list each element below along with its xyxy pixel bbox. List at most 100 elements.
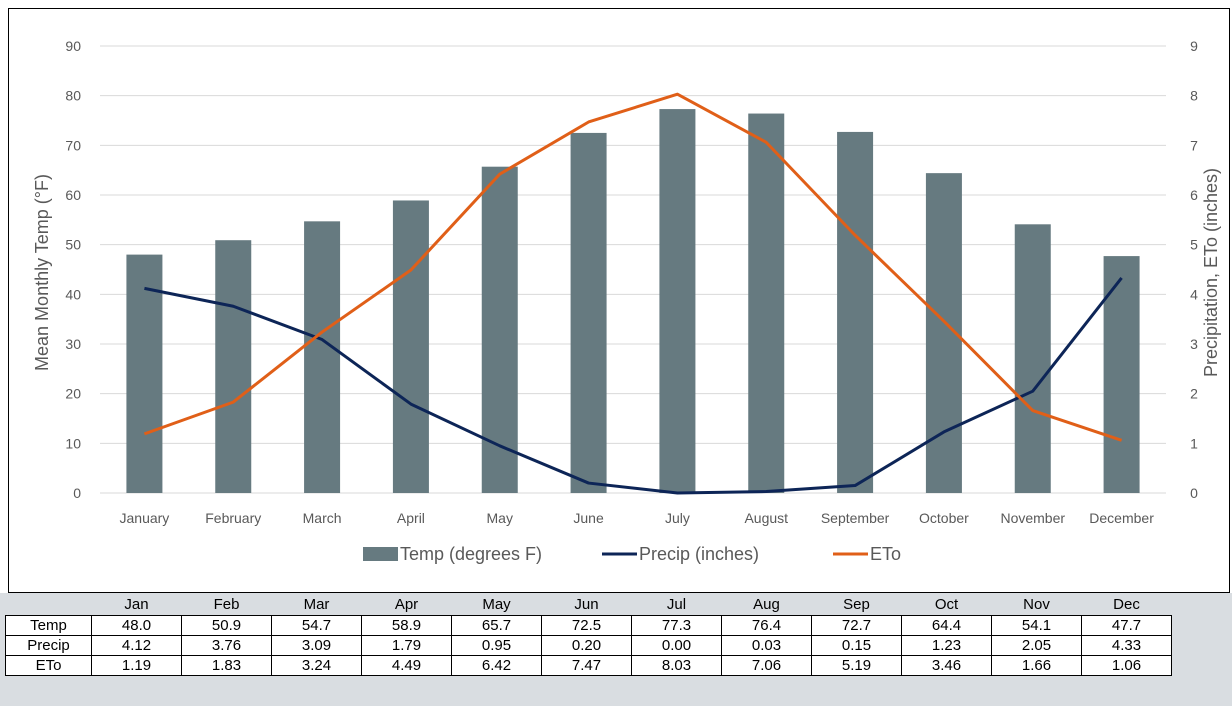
precip-line <box>144 277 1123 495</box>
column-header: Dec <box>1113 596 1140 614</box>
y2-tick-label: 3 <box>1190 336 1198 352</box>
table-cell: 8.03 <box>631 654 722 676</box>
legend-label: Precip (inches) <box>639 544 759 564</box>
table-cell: 1.06 <box>1081 654 1172 676</box>
x-tick-label: February <box>205 510 261 526</box>
combo-chart: 0 10 20 30 40 50 60 70 80 90 0 1 2 3 4 5 6 7 8 9 January Febr… <box>32 38 1221 564</box>
temp-bar <box>570 132 607 493</box>
legend-swatch <box>363 547 398 561</box>
table-header-row: Jan Feb Mar Apr May Jun Jul Aug Sep Oct Nov Dec <box>6 595 1172 615</box>
temp-bar <box>215 240 252 493</box>
y2-tick-label: 1 <box>1190 435 1198 451</box>
chart-area: 0 10 20 30 40 50 60 70 80 90 0 1 2 3 4 5 6 7 8 9 January Febr… <box>8 8 1230 593</box>
table-cell: 1.19 <box>91 654 182 676</box>
table-row: Temp 48.0 50.9 54.7 58.9 65.7 72.5 77.3 76.4 72.7… <box>5 614 1172 636</box>
y-tick-label: 60 <box>65 187 81 203</box>
column-header: Apr <box>394 596 419 614</box>
y2-tick-label: 8 <box>1190 88 1198 104</box>
column-header: Mar <box>303 596 330 614</box>
table-cell: 77.3 <box>631 614 722 636</box>
column-header: Jan <box>124 596 149 614</box>
table-cell: 3.76 <box>181 634 272 656</box>
table-cell: 0.20 <box>541 634 632 656</box>
x-tick-label: December <box>1089 510 1154 526</box>
x-tick-label: October <box>919 510 969 526</box>
table-cell: 3.24 <box>271 654 362 676</box>
table-cell: 54.7 <box>271 614 362 636</box>
table-cell: 4.33 <box>1081 634 1172 656</box>
table-row: Precip 4.12 3.76 3.09 1.79 0.95 0.20 0.00 0.03 0.… <box>5 634 1172 656</box>
x-tick-label: May <box>487 510 513 526</box>
table-body: Temp 48.0 50.9 54.7 58.9 65.7 72.5 77.3 76.4 72.7… <box>5 614 1172 676</box>
table-cell: 64.4 <box>901 614 992 636</box>
table-cell: 47.7 <box>1081 614 1172 636</box>
table-cell: 1.66 <box>991 654 1082 676</box>
temp-bar <box>659 109 696 494</box>
y-tick-label: 40 <box>65 286 81 302</box>
table-cell: 50.9 <box>181 614 272 636</box>
y-tick-label: 30 <box>65 336 81 352</box>
table-cell: 1.79 <box>361 634 452 656</box>
temp-bar <box>392 200 429 494</box>
data-table-area: Jan Feb Mar Apr May Jun Jul Aug Sep Oct Nov Dec Tem… <box>0 593 1232 706</box>
y-tick-label: 50 <box>65 237 81 253</box>
table-cell: 0.15 <box>811 634 902 656</box>
x-tick-label: March <box>303 510 342 526</box>
table-cell: 7.06 <box>721 654 812 676</box>
table-cell: 3.09 <box>271 634 362 656</box>
table-cell: 1.23 <box>901 634 992 656</box>
table-cell: 4.49 <box>361 654 452 676</box>
table-cell: 0.03 <box>721 634 812 656</box>
y-tick-label: 90 <box>65 38 81 54</box>
temp-bar <box>481 166 518 493</box>
y2-tick-label: 6 <box>1190 187 1198 203</box>
y2-tick-label: 7 <box>1190 137 1198 153</box>
x-tick-label: September <box>821 510 890 526</box>
temp-bar <box>748 113 785 494</box>
table-cell: 5.19 <box>811 654 902 676</box>
table-cell: 2.05 <box>991 634 1082 656</box>
x-tick-label: June <box>573 510 604 526</box>
table-cell: 72.7 <box>811 614 902 636</box>
table-cell: 76.4 <box>721 614 812 636</box>
column-header: Jul <box>666 596 687 614</box>
table-cell: 58.9 <box>361 614 452 636</box>
x-tick-label: January <box>120 510 170 526</box>
column-header: Aug <box>753 596 780 614</box>
column-header: Jun <box>574 596 599 614</box>
temp-bar <box>126 254 163 493</box>
table-cell: 65.7 <box>451 614 542 636</box>
y-tick-label: 0 <box>73 485 81 501</box>
table-row: ETo 1.19 1.83 3.24 4.49 6.42 7.47 8.03 7.06 5.19 3… <box>5 654 1172 676</box>
y-tick-label: 10 <box>65 435 81 451</box>
table-cell: 6.42 <box>451 654 542 676</box>
y2-tick-label: 5 <box>1190 237 1198 253</box>
y2-tick-label: 2 <box>1190 386 1198 402</box>
column-header: May <box>482 596 511 614</box>
table-cell: 54.1 <box>991 614 1082 636</box>
temp-bar <box>1014 224 1051 493</box>
x-tick-label: July <box>665 510 690 526</box>
y2-axis-title: Precipitation, ETo (inches) <box>1201 168 1221 377</box>
y-tick-label: 80 <box>65 88 81 104</box>
y-axis-title: Mean Monthly Temp (°F) <box>32 174 52 371</box>
x-tick-label: November <box>1000 510 1065 526</box>
y-tick-label: 20 <box>65 386 81 402</box>
eto-line <box>143 92 1123 442</box>
table-cell: 4.12 <box>91 634 182 656</box>
y2-tick-label: 9 <box>1190 38 1198 54</box>
column-header: Oct <box>934 596 959 614</box>
temp-bar <box>304 221 341 493</box>
legend-label: ETo <box>870 544 901 564</box>
y2-tick-label: 0 <box>1190 485 1198 501</box>
row-header: Temp <box>5 614 92 636</box>
table-cell: 0.95 <box>451 634 542 656</box>
table-cell: 1.83 <box>181 654 272 676</box>
row-header: ETo <box>5 654 92 676</box>
table-cell: 7.47 <box>541 654 632 676</box>
table-cell: 48.0 <box>91 614 182 636</box>
x-tick-label: April <box>397 510 425 526</box>
x-tick-label: August <box>744 510 788 526</box>
y2-tick-label: 4 <box>1190 286 1198 302</box>
row-header: Precip <box>5 634 92 656</box>
